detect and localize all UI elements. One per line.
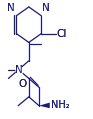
Text: N: N — [42, 3, 50, 13]
Polygon shape — [39, 103, 50, 108]
Text: O: O — [18, 79, 27, 89]
Text: N: N — [7, 3, 15, 13]
Text: NH₂: NH₂ — [51, 100, 69, 110]
Text: Cl: Cl — [57, 29, 67, 39]
Text: Cl: Cl — [57, 29, 67, 39]
Text: N: N — [15, 65, 23, 75]
Text: NH₂: NH₂ — [51, 100, 69, 110]
Text: O: O — [18, 79, 27, 89]
Text: N: N — [7, 3, 15, 13]
Text: N: N — [15, 65, 23, 75]
Text: N: N — [42, 3, 50, 13]
